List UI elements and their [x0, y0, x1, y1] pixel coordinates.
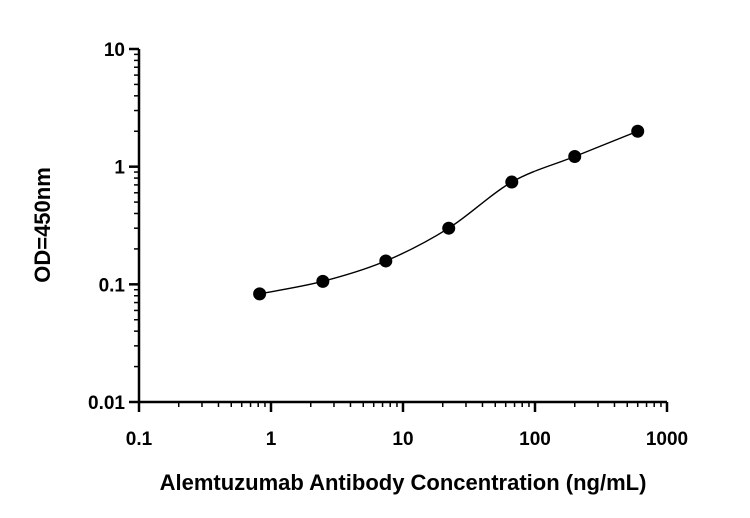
- data-point: [505, 175, 519, 189]
- x-tick-label: 10: [392, 429, 413, 450]
- axes: [137, 49, 667, 404]
- y-tick-label: 10: [104, 40, 125, 61]
- x-tick-label: 1000: [646, 429, 688, 450]
- data-points: [253, 124, 645, 301]
- ticks: [129, 47, 669, 412]
- y-tick-label: 0.1: [99, 275, 126, 296]
- x-tick-label: 100: [519, 429, 551, 450]
- y-tick-label: 0.01: [88, 393, 125, 414]
- x-tick-label: 0.1: [126, 429, 153, 450]
- y-axis-title: OD=450nm: [30, 167, 55, 283]
- x-axis-title: Alemtuzumab Antibody Concentration (ng/m…: [160, 470, 647, 495]
- data-point: [316, 274, 330, 288]
- data-point: [379, 254, 393, 268]
- data-point: [253, 287, 267, 301]
- y-tick-label: 1: [114, 158, 125, 179]
- data-point: [631, 124, 645, 138]
- x-tick-label: 1: [266, 429, 277, 450]
- data-point: [568, 150, 582, 164]
- data-point: [442, 221, 456, 235]
